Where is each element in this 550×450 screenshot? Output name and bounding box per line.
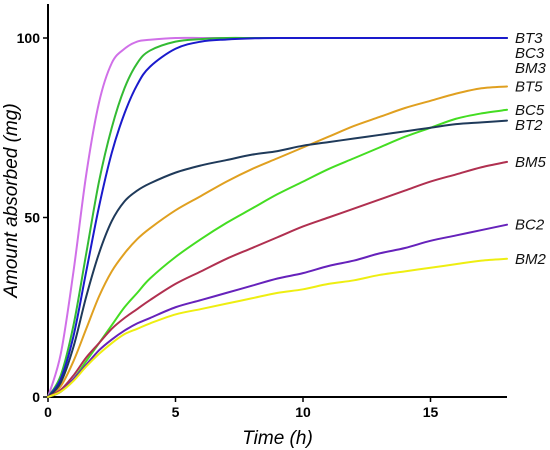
x-tick-label: 10 xyxy=(295,404,311,420)
series-line-bc3 xyxy=(47,36,508,398)
x-axis-title: Time (h) xyxy=(242,428,313,449)
y-axis-title: Amount absorbed (mg) xyxy=(1,103,22,298)
series-line-bt5 xyxy=(47,85,508,398)
series-label-bm5: BM5 xyxy=(515,154,547,171)
y-tick-label: 50 xyxy=(24,210,40,226)
series-line-bt2 xyxy=(47,119,508,398)
y-tick-label: 100 xyxy=(17,30,41,46)
series-label-bm3: BM3 xyxy=(515,60,547,77)
series-line-bm2 xyxy=(47,257,508,398)
x-tick-label: 15 xyxy=(423,404,439,420)
series-label-bt3: BT3 xyxy=(515,30,543,47)
chart-axes: 0 5 10 15 0 50 100 xyxy=(17,4,507,420)
series-label-bt2: BT2 xyxy=(515,117,543,134)
series-line-bm3 xyxy=(47,36,508,398)
series-label-bc3: BC3 xyxy=(515,45,545,62)
series-label-bc2: BC2 xyxy=(515,217,545,234)
chart-series-lines xyxy=(47,36,508,398)
x-tick-label: 0 xyxy=(44,404,52,420)
series-label-bm2: BM2 xyxy=(515,251,547,268)
series-line-bc5 xyxy=(47,108,508,398)
series-label-bc5: BC5 xyxy=(515,102,545,119)
series-line-bc2 xyxy=(47,223,508,398)
series-line-bm5 xyxy=(47,160,508,398)
series-label-bt5: BT5 xyxy=(515,78,543,95)
series-line-bt3 xyxy=(47,36,508,398)
x-tick-label: 5 xyxy=(172,404,180,420)
y-tick-label: 0 xyxy=(32,389,40,405)
